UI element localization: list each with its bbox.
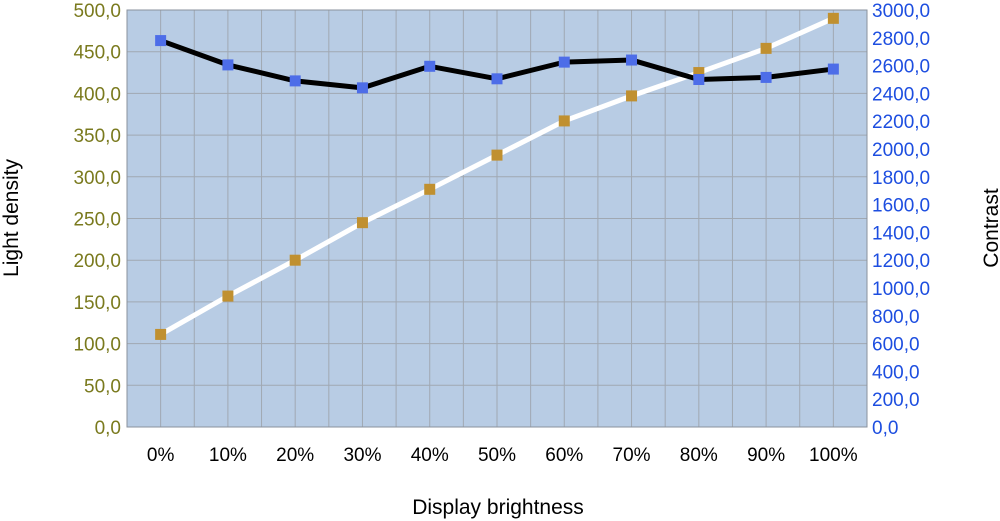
right-tick-label: 1400,0 (872, 223, 930, 244)
right-tick-label: 1800,0 (872, 168, 930, 189)
right-tick-label: 800,0 (872, 307, 920, 328)
left-axis-title: Light density (0, 159, 23, 277)
series-2-marker (693, 74, 705, 85)
series-2-marker (424, 60, 436, 72)
x-tick-label: 60% (545, 445, 583, 466)
right-tick-label: 2200,0 (872, 112, 930, 133)
series-1-marker (693, 67, 705, 79)
series-2-marker (558, 56, 570, 68)
right-tick-label: 3000,0 (872, 1, 930, 22)
series-2-marker (491, 73, 503, 85)
left-axis-ticks: 0,0 50,0 100,0 150,0 200,0 250,0 300,0 350,0 400… (73, 1, 121, 439)
left-tick-label: 0,0 (95, 418, 121, 439)
series-1-marker (558, 115, 570, 127)
x-tick-label: 0% (147, 445, 175, 466)
left-tick-label: 350,0 (73, 126, 121, 147)
left-tick-label: 50,0 (84, 376, 121, 397)
right-axis-ticks: 0,0 200,0 400,0 600,0 800,0 1000,0 1200,0 1400,… (872, 1, 930, 439)
right-tick-label: 2800,0 (872, 29, 930, 50)
left-tick-label: 100,0 (73, 335, 121, 356)
series-1-marker (155, 328, 167, 340)
x-tick-label: 20% (276, 445, 314, 466)
right-tick-label: 1600,0 (872, 196, 930, 217)
right-tick-label: 1000,0 (872, 279, 930, 300)
left-tick-label: 400,0 (73, 84, 121, 105)
right-axis-title: Contrast (980, 188, 1000, 268)
series-1-marker (289, 254, 301, 266)
left-tick-label: 150,0 (73, 293, 121, 314)
x-tick-label: 90% (747, 445, 785, 466)
series-2-marker (760, 71, 772, 83)
x-axis-ticks: 0% 10% 20% 30% 40% 50% 60% 70% 80% 90% 100% (147, 445, 858, 466)
series-2-marker (827, 63, 839, 75)
series-1-marker (626, 90, 638, 102)
right-tick-label: 2000,0 (872, 140, 930, 161)
right-tick-label: 1200,0 (872, 251, 930, 272)
left-tick-label: 450,0 (73, 43, 121, 64)
x-tick-label: 80% (680, 445, 718, 466)
series-layer (155, 12, 839, 340)
x-tick-label: 50% (478, 445, 516, 466)
right-tick-label: 2600,0 (872, 57, 930, 78)
series-2-marker (289, 75, 301, 87)
left-tick-label: 500,0 (73, 1, 121, 22)
right-tick-label: 600,0 (872, 335, 920, 356)
right-tick-label: 0,0 (872, 418, 898, 439)
x-tick-label: 10% (209, 445, 247, 466)
series-2-marker (356, 82, 368, 94)
series-1-marker (760, 42, 772, 54)
series-1-marker (222, 290, 234, 302)
series-1-marker (356, 217, 368, 229)
series-1-marker (424, 183, 436, 195)
series-1-marker (491, 149, 503, 161)
series-2-marker (155, 35, 167, 47)
x-tick-label: 40% (411, 445, 449, 466)
series-1-marker (827, 12, 839, 24)
right-tick-label: 200,0 (872, 390, 920, 411)
plot-frame (126, 9, 868, 428)
left-tick-label: 200,0 (73, 251, 121, 272)
right-tick-label: 400,0 (872, 362, 920, 383)
x-tick-label: 30% (343, 445, 381, 466)
right-tick-label: 2400,0 (872, 84, 930, 105)
x-tick-label: 100% (809, 445, 858, 466)
x-axis-title: Display brightness (412, 496, 584, 519)
series-2-marker (626, 54, 638, 66)
left-tick-label: 300,0 (73, 168, 121, 189)
left-tick-label: 250,0 (73, 210, 121, 231)
x-tick-label: 70% (613, 445, 651, 466)
series-2-marker (222, 59, 234, 71)
